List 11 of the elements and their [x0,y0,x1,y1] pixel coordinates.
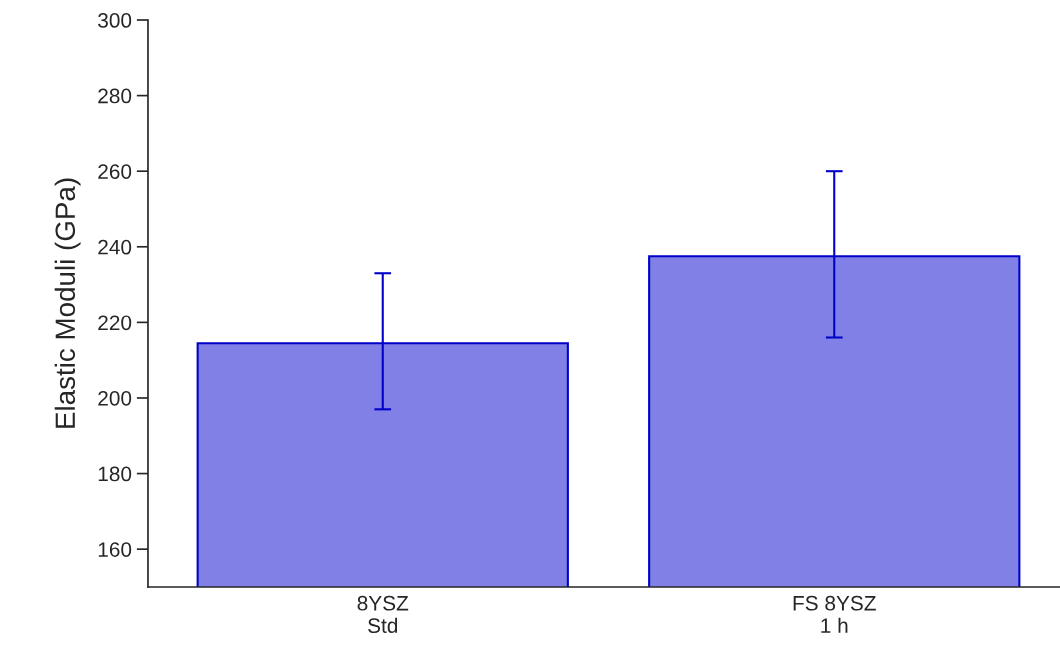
y-axis-title: Elastic Moduli (GPa) [54,178,81,428]
y-tick-label: 180 [98,466,132,482]
y-tick-label: 260 [98,164,132,179]
x-tick-label: FS 8YSZ 1 h [793,595,876,633]
y-tick-label: 160 [98,542,132,557]
y-tick-label: 300 [98,13,132,28]
y-tick-label: 240 [98,239,132,255]
y-tick-label: 220 [98,315,132,331]
y-tick-label: 280 [98,88,132,104]
x-tick-label: 8YSZ Std [357,595,409,634]
y-tick-label: 200 [98,390,132,406]
